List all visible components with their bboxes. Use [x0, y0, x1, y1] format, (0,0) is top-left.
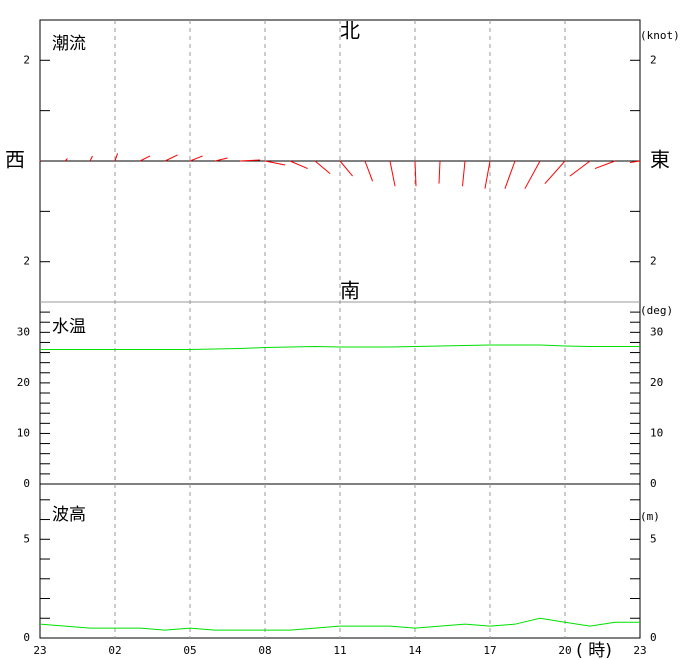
x-tick-label: 05 [183, 644, 196, 657]
panel-title: 潮流 [52, 34, 86, 54]
unit-label: (deg) [640, 304, 673, 317]
current-vector [314, 160, 331, 174]
current-vector [339, 160, 353, 177]
unit-label: (m) [640, 510, 660, 523]
unit-label: (knot) [640, 29, 680, 42]
x-tick-label: 02 [108, 644, 121, 657]
y-tick-label: 10 [17, 426, 30, 439]
x-tick-label: 11 [333, 644, 346, 657]
compass-north: 北 [340, 19, 360, 43]
current-vector [164, 154, 178, 162]
y-tick-label: 30 [650, 325, 663, 338]
x-unit-label: ( 時) [576, 641, 612, 660]
current-vector [64, 158, 68, 162]
x-tick-label: 20 [558, 644, 571, 657]
current-vector [524, 160, 541, 189]
current-vector [438, 160, 441, 184]
x-tick-label: 14 [408, 644, 422, 657]
y-tick-label: 5 [650, 532, 657, 545]
y-tick-label: 2 [23, 53, 30, 66]
current-vector [214, 157, 228, 162]
current-vector [504, 160, 516, 189]
current-vector [189, 155, 203, 162]
x-tick-label: 08 [258, 644, 271, 657]
x-tick-label: 17 [483, 644, 496, 657]
current-vector [139, 155, 151, 162]
frame [39, 19, 641, 639]
data-line [40, 344, 640, 351]
panel-title: 波高 [52, 505, 86, 525]
y-tick-label: 2 [650, 53, 657, 66]
y-tick-label: 2 [23, 255, 30, 268]
y-tick-label: 5 [23, 532, 30, 545]
panel-title: 水温 [52, 317, 86, 337]
compass-west: 西 [5, 148, 25, 172]
current-vector [389, 160, 396, 187]
current-vector [364, 160, 374, 182]
current-vector [461, 160, 466, 187]
y-tick-label: 2 [650, 255, 657, 268]
current-vector [544, 160, 566, 184]
y-tick-label: 10 [650, 426, 663, 439]
current-vector [289, 160, 308, 170]
current-vector [629, 160, 641, 164]
y-tick-label: 0 [650, 477, 657, 490]
current-vector [239, 159, 261, 162]
compass-east: 東 [650, 148, 670, 172]
y-tick-label: 30 [17, 325, 30, 338]
y-tick-label: 0 [650, 631, 657, 644]
y-tick-label: 20 [17, 376, 30, 389]
x-tick-label: 23 [633, 644, 646, 657]
compass-south: 南 [340, 279, 360, 303]
y-tick-label: 20 [650, 376, 663, 389]
y-tick-label: 0 [23, 477, 30, 490]
current-vector [89, 155, 93, 162]
current-vector [594, 160, 616, 170]
y-tick-label: 0 [23, 631, 30, 644]
current-vector [114, 153, 118, 162]
current-vector [414, 160, 417, 187]
current-vector [264, 160, 286, 166]
x-tick-label: 23 [33, 644, 46, 657]
current-vector [569, 160, 591, 177]
data-line [39, 617, 640, 631]
current-vector [484, 160, 491, 189]
